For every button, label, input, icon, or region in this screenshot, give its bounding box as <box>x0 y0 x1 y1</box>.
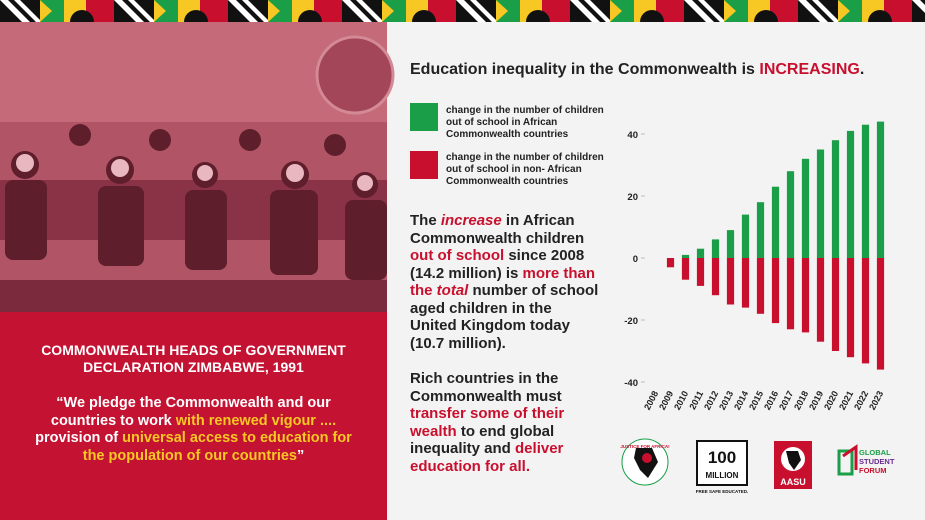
text-run: out of school <box>410 247 505 264</box>
bar <box>861 124 870 258</box>
text-run: increase <box>440 212 502 229</box>
logo-text: MILLION <box>706 471 739 480</box>
text-run: . <box>859 61 865 78</box>
bar <box>726 230 735 258</box>
bar <box>681 254 690 258</box>
y-tick-label: 0 <box>633 254 638 265</box>
bar <box>831 140 840 258</box>
bar <box>816 149 825 258</box>
bar <box>711 258 720 296</box>
bar <box>801 258 810 333</box>
decorative-strip <box>0 0 925 22</box>
x-tick-label: 2023 <box>867 389 885 411</box>
bar <box>786 258 795 330</box>
quote-panel <box>0 312 387 520</box>
text-run: Rich countries in the Commonwealth must <box>410 370 562 405</box>
bar <box>756 258 765 314</box>
logo-text: JUSTICE FOR AFRICA! <box>620 444 670 449</box>
logo-text: AASU <box>780 477 806 487</box>
heading-line: DECLARATION ZIMBABWE, 1991 <box>83 359 304 375</box>
text-run: with renewed vigour .... <box>175 412 337 429</box>
bar <box>741 214 750 258</box>
legend-swatch <box>410 151 438 179</box>
bar <box>666 258 675 268</box>
y-tick-label: 20 <box>627 192 638 203</box>
bar <box>846 258 855 358</box>
bar <box>816 258 825 342</box>
bar <box>711 239 720 258</box>
logo-text: GLOBAL <box>859 448 891 457</box>
text-run: transfer some of their wealth <box>410 405 565 440</box>
bar <box>756 202 765 258</box>
heading: COMMONWEALTH HEADS OF GOVERNMENT DECLARAT… <box>0 342 387 376</box>
text-run: The <box>410 212 441 229</box>
quote: “We pledge the Commonwealth and our coun… <box>30 395 357 465</box>
bar <box>831 258 840 351</box>
text-run: INCREASING <box>759 61 860 78</box>
text-run: since 2008 (14.2 million) is <box>410 247 585 282</box>
y-tick-label: -20 <box>624 316 638 327</box>
legend-swatch <box>410 103 438 131</box>
bar <box>876 258 885 370</box>
bar <box>681 258 690 280</box>
text-run: number of school aged children in the Un… <box>410 282 599 352</box>
heading-line: COMMONWEALTH HEADS OF GOVERNMENT <box>41 342 346 358</box>
y-tick-label: 40 <box>627 130 638 141</box>
text-run: Education inequality in the Commonwealth… <box>410 61 760 78</box>
bar <box>696 258 705 286</box>
text-run: in African Commonwealth children <box>410 212 585 247</box>
photo <box>0 22 395 312</box>
bar <box>771 258 780 324</box>
text-run: deliver education for all. <box>410 440 564 475</box>
bar <box>696 248 705 258</box>
text-run: provision of <box>35 430 123 446</box>
text-run: universal access to education for the po… <box>82 430 352 464</box>
bar <box>861 258 870 364</box>
text-run: ” <box>297 447 305 464</box>
body-paragraph: The increase in African Commonwealth chi… <box>410 212 602 352</box>
bar <box>741 258 750 308</box>
logos: JUSTICE FOR AFRICA! 100 MILLION FREE SAFE E… <box>620 438 895 494</box>
bar <box>801 158 810 258</box>
logo-text: STUDENT <box>859 457 895 466</box>
text-run: to end global inequality and <box>410 422 555 458</box>
bar <box>876 121 885 258</box>
bar <box>771 186 780 258</box>
bar <box>846 130 855 258</box>
bar <box>786 171 795 258</box>
text-run: more than the <box>410 264 596 300</box>
y-tick-label: -40 <box>624 378 638 389</box>
text-run: total <box>436 282 469 299</box>
x-tick-label: 2010 <box>672 389 690 411</box>
body-paragraph: Rich countries in the Commonwealth must … <box>410 370 602 475</box>
legend-entry: change in the number of children out of … <box>446 152 604 187</box>
logo-text: FORUM <box>859 466 887 475</box>
text-run: “We pledge the Commonwealth and our coun… <box>50 395 331 429</box>
logo-text: FREE SAFE EDUCATED. <box>696 489 748 494</box>
legend-entry: change in the number of children out of … <box>446 105 604 140</box>
bar <box>726 258 735 305</box>
headline: Education inequality in the Commonwealth… <box>410 61 864 79</box>
logo-text: 100 <box>708 448 736 467</box>
